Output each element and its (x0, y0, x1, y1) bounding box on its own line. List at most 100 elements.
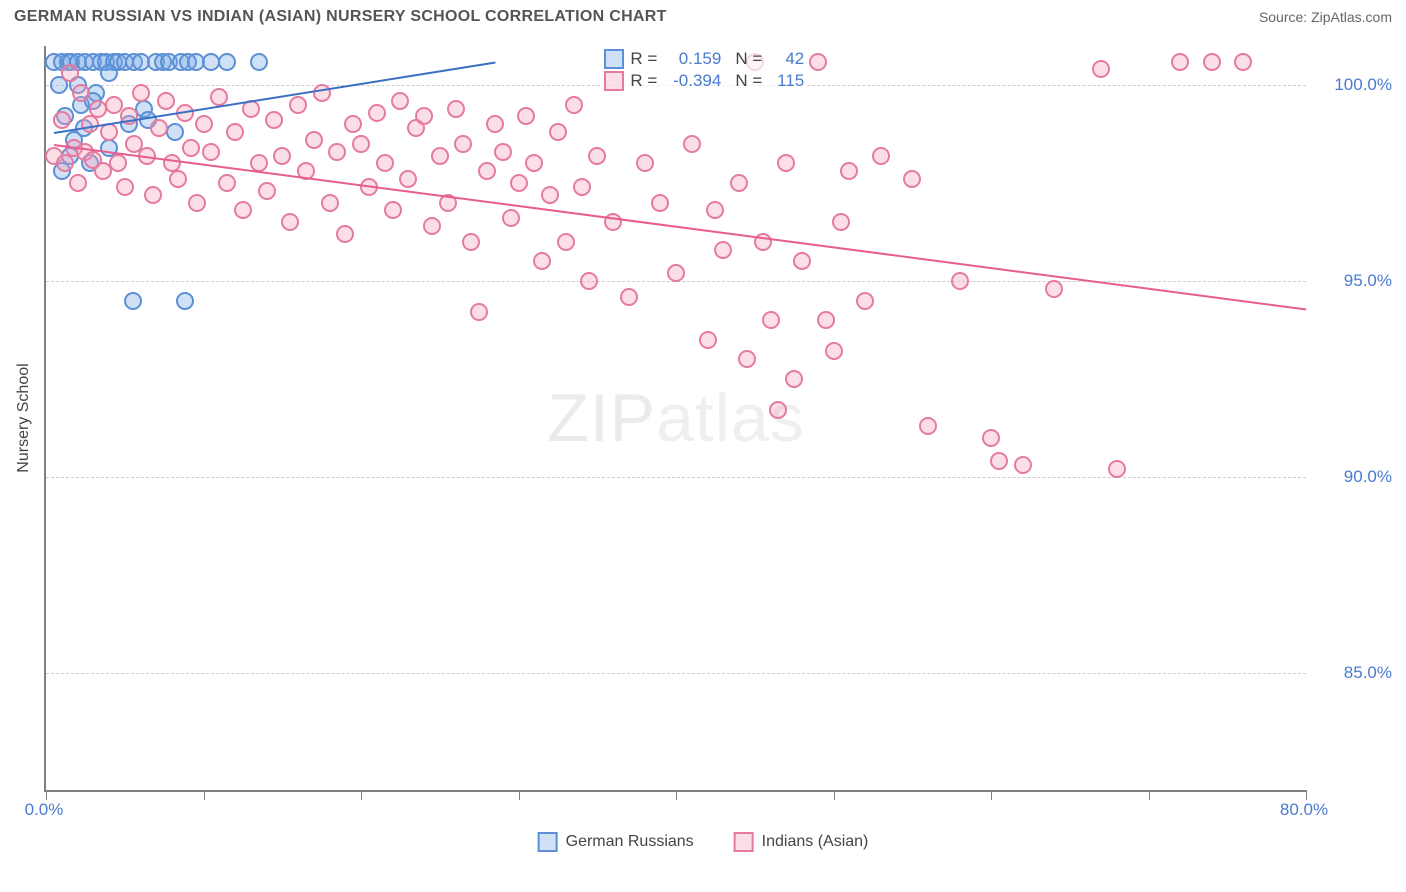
data-point-indian (56, 154, 74, 172)
data-point-indian (470, 303, 488, 321)
data-point-indian (352, 135, 370, 153)
data-point-indian (462, 233, 480, 251)
data-point-indian (454, 135, 472, 153)
stats-legend: R = 0.159 N = 42 R = -0.394 N = 115 (600, 48, 808, 92)
x-tick-label: 0.0% (25, 800, 64, 820)
data-point-indian (785, 370, 803, 388)
data-point-indian (69, 174, 87, 192)
legend: German Russians Indians (Asian) (538, 832, 869, 852)
y-tick-label: 85.0% (1344, 663, 1392, 683)
data-point-indian (415, 107, 433, 125)
data-point-indian (840, 162, 858, 180)
data-point-indian (265, 111, 283, 129)
data-point-indian (825, 342, 843, 360)
data-point-indian (157, 92, 175, 110)
data-point-indian (1171, 53, 1189, 71)
trend-line-indian (54, 144, 1306, 310)
data-point-indian (573, 178, 591, 196)
data-point-indian (72, 84, 90, 102)
swatch-german (604, 49, 624, 69)
swatch-indian (604, 71, 624, 91)
data-point-indian (1092, 60, 1110, 78)
data-point-indian (305, 131, 323, 149)
data-point-indian (399, 170, 417, 188)
data-point-indian (226, 123, 244, 141)
data-point-indian (951, 272, 969, 290)
data-point-indian (1234, 53, 1252, 71)
legend-item-indian: Indians (Asian) (734, 832, 869, 852)
data-point-indian (990, 452, 1008, 470)
data-point-indian (667, 264, 685, 282)
data-point-indian (510, 174, 528, 192)
data-point-indian (730, 174, 748, 192)
data-point-indian (150, 119, 168, 137)
x-tick (204, 790, 205, 800)
y-tick-label: 100.0% (1334, 75, 1392, 95)
data-point-indian (391, 92, 409, 110)
data-point-indian (486, 115, 504, 133)
data-point-indian (651, 194, 669, 212)
watermark: ZIPatlas (547, 379, 804, 457)
data-point-indian (919, 417, 937, 435)
data-point-indian (872, 147, 890, 165)
y-axis-labels: 85.0% 90.0% 95.0% 100.0% (1310, 46, 1392, 792)
data-point-indian (384, 201, 402, 219)
legend-swatch-german (538, 832, 558, 852)
data-point-indian (769, 401, 787, 419)
data-point-indian (431, 147, 449, 165)
data-point-indian (557, 233, 575, 251)
x-axis-labels: 0.0%80.0% (44, 800, 1306, 822)
data-point-indian (683, 135, 701, 153)
x-tick (1306, 790, 1307, 800)
y-tick-label: 95.0% (1344, 271, 1392, 291)
data-point-indian (202, 143, 220, 161)
data-point-indian (336, 225, 354, 243)
data-point-indian (321, 194, 339, 212)
source-attribution: Source: ZipAtlas.com (1259, 9, 1392, 25)
data-point-indian (210, 88, 228, 106)
chart-container: Nursery School ZIPatlas R = 0.159 N = 42… (14, 38, 1392, 858)
data-point-indian (218, 174, 236, 192)
data-point-indian (273, 147, 291, 165)
data-point-indian (281, 213, 299, 231)
legend-label-german: German Russians (566, 833, 694, 851)
data-point-indian (706, 201, 724, 219)
data-point-indian (738, 350, 756, 368)
data-point-indian (1014, 456, 1032, 474)
stats-row-german: R = 0.159 N = 42 (600, 48, 808, 70)
data-point-indian (588, 147, 606, 165)
x-tick (361, 790, 362, 800)
x-tick (991, 790, 992, 800)
data-point-indian (903, 170, 921, 188)
data-point-indian (502, 209, 520, 227)
data-point-german (100, 64, 118, 82)
data-point-indian (313, 84, 331, 102)
data-point-indian (53, 111, 71, 129)
data-point-indian (344, 115, 362, 133)
legend-label-indian: Indians (Asian) (762, 833, 869, 851)
data-point-indian (832, 213, 850, 231)
x-tick (1149, 790, 1150, 800)
data-point-indian (699, 331, 717, 349)
data-point-german (124, 292, 142, 310)
data-point-german (176, 292, 194, 310)
y-axis-title: Nursery School (15, 363, 33, 472)
data-point-indian (109, 154, 127, 172)
data-point-indian (494, 143, 512, 161)
data-point-indian (1045, 280, 1063, 298)
data-point-indian (169, 170, 187, 188)
x-tick-label: 80.0% (1280, 800, 1328, 820)
data-point-indian (565, 96, 583, 114)
data-point-indian (1203, 53, 1221, 71)
gridline (46, 673, 1306, 674)
x-tick (519, 790, 520, 800)
data-point-indian (478, 162, 496, 180)
x-tick (676, 790, 677, 800)
data-point-indian (195, 115, 213, 133)
y-tick-label: 90.0% (1344, 467, 1392, 487)
plot-area: Nursery School ZIPatlas R = 0.159 N = 42… (44, 46, 1306, 792)
data-point-indian (549, 123, 567, 141)
data-point-indian (856, 292, 874, 310)
data-point-indian (817, 311, 835, 329)
data-point-indian (376, 154, 394, 172)
